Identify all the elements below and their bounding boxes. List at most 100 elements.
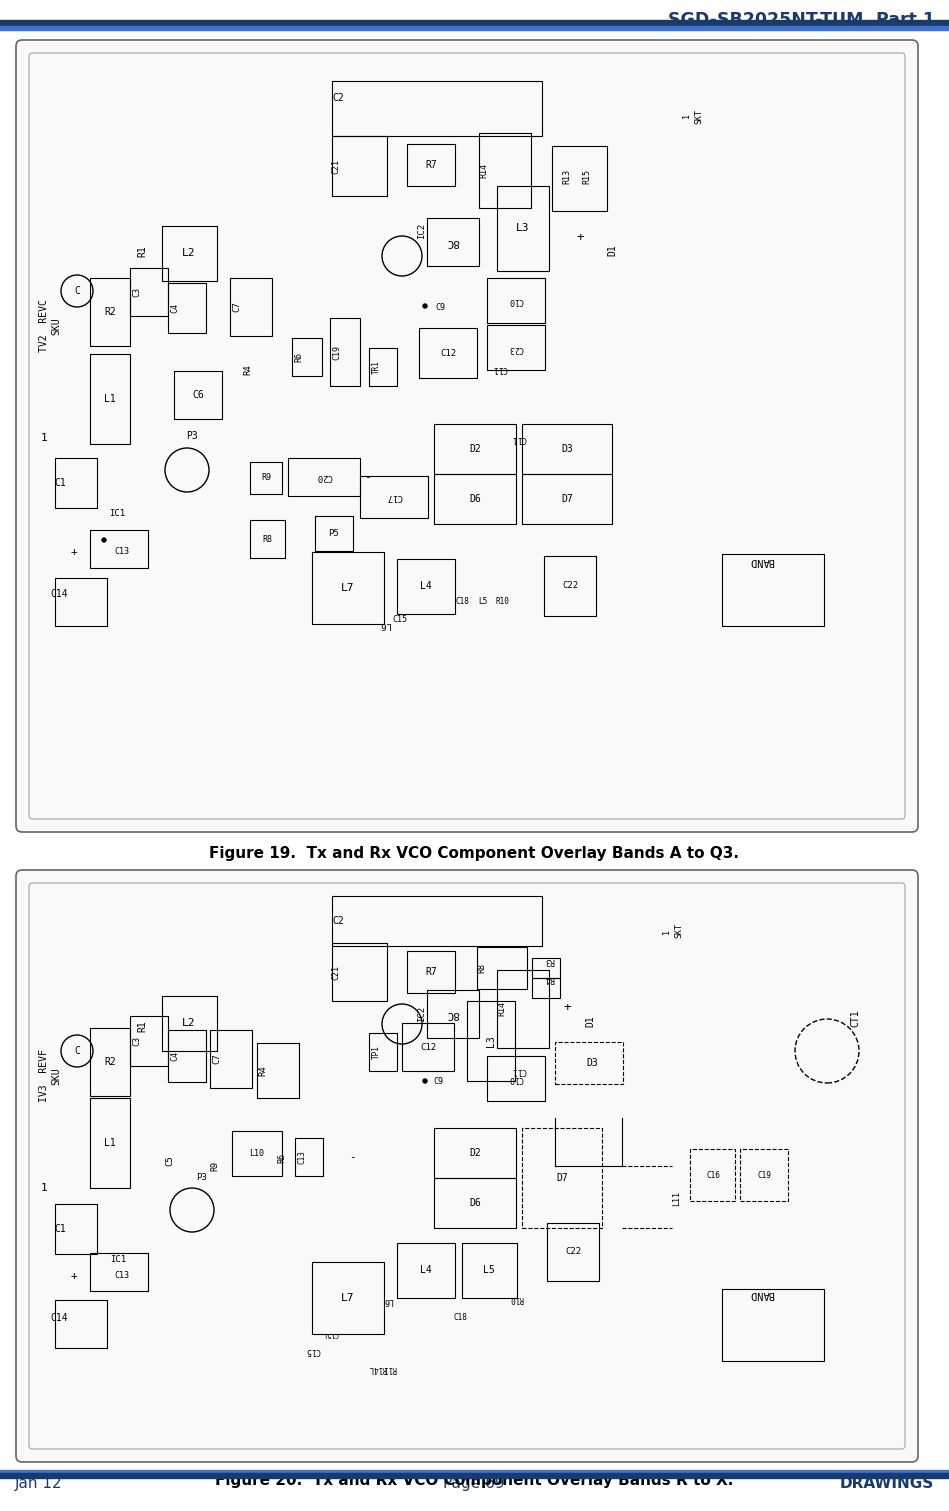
Text: C11: C11 xyxy=(512,1067,527,1076)
Text: R6: R6 xyxy=(294,352,304,363)
Bar xyxy=(434,474,516,524)
Text: R9: R9 xyxy=(261,473,271,482)
Bar xyxy=(740,1148,788,1201)
Text: P5: P5 xyxy=(328,529,340,538)
Bar xyxy=(0,20,949,26)
Bar xyxy=(690,1148,735,1201)
Text: R14: R14 xyxy=(497,1002,507,1017)
Text: TP1: TP1 xyxy=(371,1046,381,1059)
Bar xyxy=(55,579,107,626)
Text: C10: C10 xyxy=(509,1073,524,1082)
Bar xyxy=(555,1043,623,1083)
Text: L3: L3 xyxy=(516,224,530,233)
Text: L6: L6 xyxy=(383,1296,393,1306)
Text: R3: R3 xyxy=(544,956,554,966)
Bar xyxy=(90,1027,130,1095)
Bar xyxy=(522,1129,602,1228)
Bar xyxy=(288,458,360,496)
Bar xyxy=(427,990,479,1038)
Text: -: - xyxy=(363,471,370,482)
Text: L4: L4 xyxy=(420,582,432,591)
Text: R14L: R14L xyxy=(368,1363,386,1372)
Text: R7: R7 xyxy=(425,967,437,978)
Bar xyxy=(497,970,549,1049)
Text: SKT: SKT xyxy=(675,923,683,938)
Bar xyxy=(360,476,428,518)
Text: C23: C23 xyxy=(509,343,524,352)
Text: D6: D6 xyxy=(469,1198,481,1207)
Text: L5: L5 xyxy=(478,597,488,606)
Text: R4: R4 xyxy=(258,1065,268,1076)
Text: P3: P3 xyxy=(186,431,198,441)
Text: C7: C7 xyxy=(213,1053,221,1064)
Bar xyxy=(477,947,527,990)
Text: Jan 12: Jan 12 xyxy=(15,1476,63,1491)
Bar xyxy=(210,1031,252,1088)
Circle shape xyxy=(423,304,427,308)
Bar xyxy=(90,530,148,568)
Text: IC2: IC2 xyxy=(418,224,426,239)
Bar xyxy=(230,278,272,335)
Text: C18: C18 xyxy=(453,1313,467,1322)
Text: L7: L7 xyxy=(342,583,355,592)
Bar xyxy=(162,996,217,1052)
Text: IC1: IC1 xyxy=(110,1256,126,1265)
Text: R8: R8 xyxy=(477,963,487,973)
Text: 1: 1 xyxy=(662,928,672,934)
Text: 1: 1 xyxy=(41,434,47,443)
Text: C1: C1 xyxy=(54,477,65,488)
Bar xyxy=(532,978,560,997)
Bar xyxy=(168,283,206,332)
Text: Figure 20.  Tx and Rx VCO Component Overlay Bands R to X.: Figure 20. Tx and Rx VCO Component Overl… xyxy=(214,1473,734,1488)
Text: Page 69: Page 69 xyxy=(443,1476,505,1491)
Bar xyxy=(434,1179,516,1228)
Bar xyxy=(55,1204,97,1254)
Bar xyxy=(90,1098,130,1188)
Bar xyxy=(232,1132,282,1176)
Text: C3: C3 xyxy=(133,287,141,298)
Bar xyxy=(532,958,560,978)
Text: BAND: BAND xyxy=(750,1289,774,1299)
Text: C11: C11 xyxy=(493,364,508,373)
Text: L5: L5 xyxy=(483,1265,494,1275)
Bar xyxy=(332,82,542,136)
Bar xyxy=(407,144,455,186)
Bar xyxy=(90,278,130,346)
Text: 1: 1 xyxy=(682,113,692,118)
Text: IC2: IC2 xyxy=(418,1006,426,1021)
Text: SGD-SB2025NT-TUM, Part 1: SGD-SB2025NT-TUM, Part 1 xyxy=(668,11,935,29)
Text: Figure 19.  Tx and Rx VCO Component Overlay Bands A to Q3.: Figure 19. Tx and Rx VCO Component Overl… xyxy=(209,846,739,861)
Bar xyxy=(332,136,387,196)
Bar xyxy=(722,555,824,626)
Text: C10: C10 xyxy=(509,296,524,305)
Bar xyxy=(547,1222,599,1281)
Text: C2: C2 xyxy=(332,94,344,103)
Bar xyxy=(250,520,285,558)
Bar xyxy=(407,950,455,993)
Bar xyxy=(434,425,516,474)
Text: C18: C18 xyxy=(456,597,469,606)
Bar xyxy=(544,556,596,616)
Text: C14: C14 xyxy=(50,1313,67,1324)
Text: C21: C21 xyxy=(331,964,341,979)
Text: R4: R4 xyxy=(544,973,554,982)
Text: C13: C13 xyxy=(297,1150,307,1163)
Bar xyxy=(397,559,455,613)
Text: +: + xyxy=(576,231,584,245)
Circle shape xyxy=(102,538,106,542)
Text: +: + xyxy=(70,547,78,558)
Text: IC1: IC1 xyxy=(109,509,125,517)
Text: C13: C13 xyxy=(115,547,129,556)
Text: L2: L2 xyxy=(182,1018,195,1027)
Bar xyxy=(0,26,949,30)
Bar xyxy=(722,1289,824,1361)
Bar xyxy=(369,1034,397,1071)
Text: C2: C2 xyxy=(332,916,344,926)
Bar xyxy=(90,354,130,444)
Bar xyxy=(55,1299,107,1348)
Text: C1: C1 xyxy=(54,1224,65,1234)
Text: C5: C5 xyxy=(165,1156,175,1166)
Bar xyxy=(250,462,282,494)
Bar xyxy=(479,133,531,209)
FancyBboxPatch shape xyxy=(16,870,918,1463)
